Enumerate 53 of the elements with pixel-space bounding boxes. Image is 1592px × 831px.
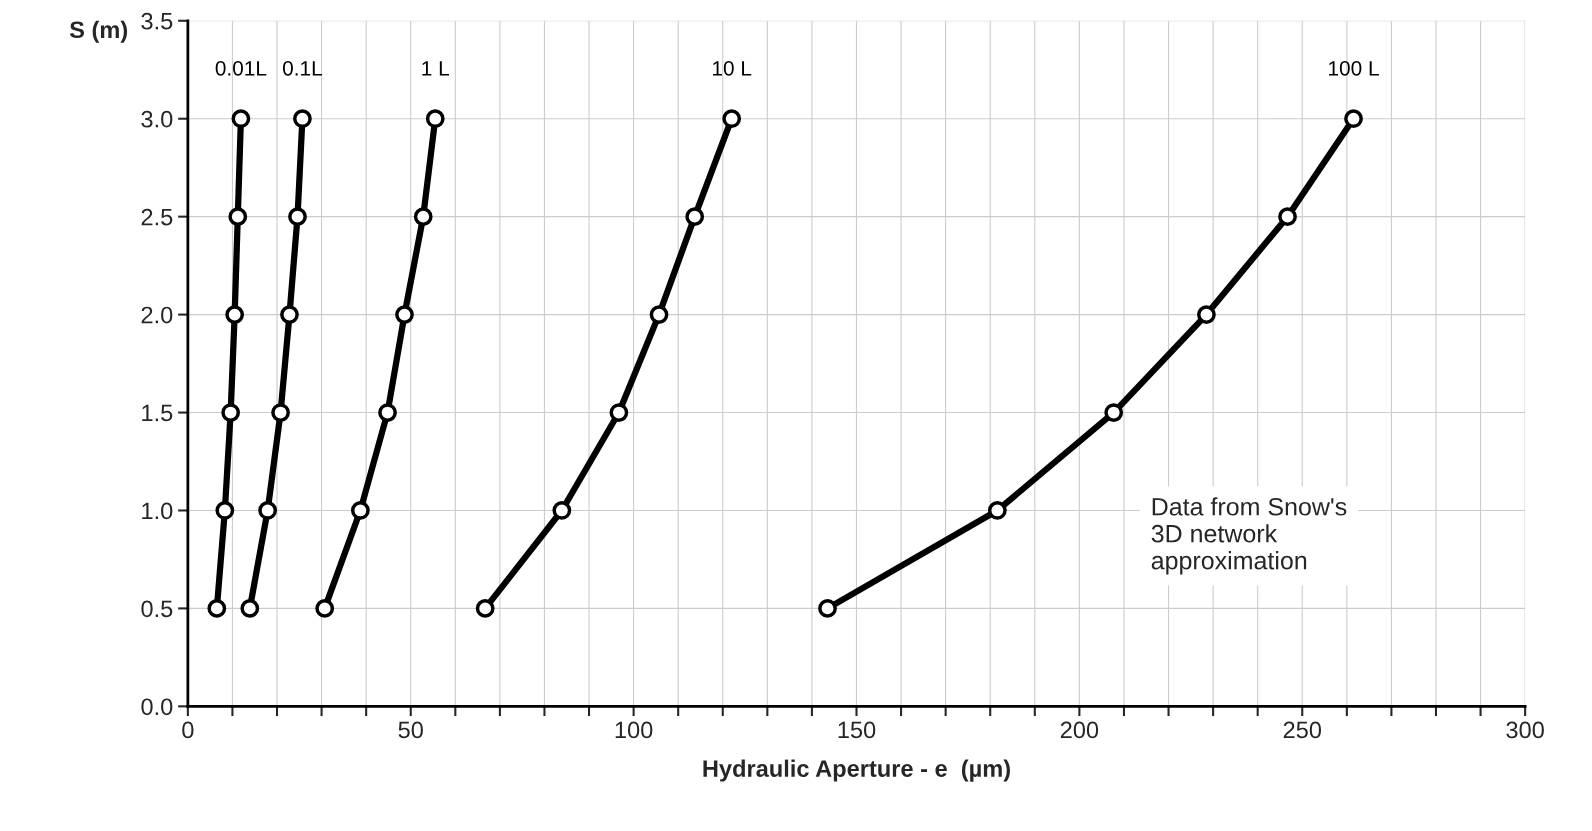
point (350, 501, 370, 520)
text: 100 L (1329, 60, 1379, 76)
point (1104, 403, 1124, 422)
x-tick-label: 50 (398, 721, 423, 739)
point (552, 501, 572, 520)
point (280, 305, 299, 324)
y-tick-label: 0.5 (141, 600, 173, 618)
x-axis-title: Hydraulic Aperture - e (µm) (703, 759, 1010, 782)
point (378, 403, 397, 422)
x-tick-label: 150 (838, 721, 876, 739)
point (413, 207, 433, 227)
point (221, 403, 241, 422)
series-label: 10 L (713, 60, 752, 76)
point (293, 109, 312, 129)
point (395, 305, 414, 324)
y-tick-label: 3.0 (141, 110, 173, 128)
point (1197, 305, 1216, 324)
y-tick-label: 1.0 (142, 502, 173, 520)
x-tick-label: 300 (1506, 721, 1544, 739)
point (231, 109, 251, 129)
x-tick-label: 100 (615, 721, 653, 739)
x-tick-label: 200 (1060, 721, 1099, 739)
y-tick-label: 3.5 (141, 12, 173, 30)
x-tick-label: 0 (182, 721, 194, 739)
series-label: 1 L (422, 61, 450, 76)
point (722, 109, 742, 129)
point (228, 207, 248, 227)
text: 0.01L (215, 60, 267, 76)
point (649, 305, 669, 324)
point (609, 403, 629, 422)
point (271, 403, 290, 422)
y-tick-label: 0.0 (141, 698, 173, 716)
y-tick-label: 2.0 (141, 306, 173, 324)
y-tick-label: 1.5 (142, 404, 173, 422)
point (240, 599, 260, 618)
point (207, 599, 227, 618)
series-label: 0.1L (282, 60, 322, 76)
point (987, 501, 1007, 520)
point (818, 599, 837, 618)
point (685, 207, 705, 227)
y-tick-label: 2.5 (141, 208, 173, 226)
point (1278, 207, 1297, 227)
point (215, 501, 235, 520)
x-tick-label: 250 (1283, 721, 1322, 739)
point (288, 207, 307, 227)
point (315, 599, 335, 618)
annotation: Data from Snow's 3D network approximation (1151, 497, 1347, 575)
point (225, 305, 245, 324)
point (425, 109, 445, 129)
point (258, 501, 278, 520)
point (475, 599, 495, 618)
y-axis-title: S (m) (69, 20, 128, 43)
point (1344, 109, 1363, 129)
